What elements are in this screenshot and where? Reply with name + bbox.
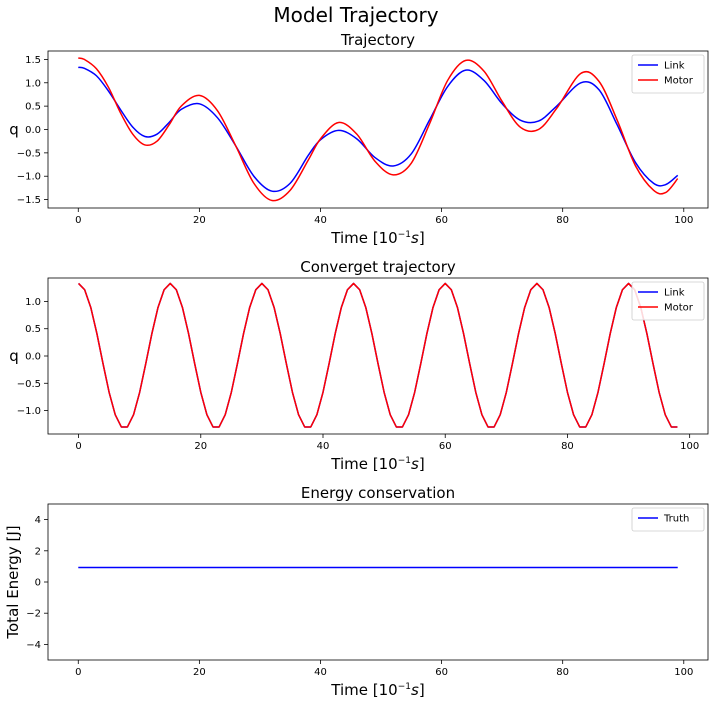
x-axis-label: Time [10−1s] bbox=[330, 455, 424, 473]
legend-box bbox=[631, 507, 705, 532]
axes-frame bbox=[47, 50, 709, 209]
x-tick-label: 100 bbox=[674, 667, 693, 678]
y-axis-label: q bbox=[9, 347, 19, 365]
y-tick-label: 0.5 bbox=[25, 324, 41, 335]
y-tick-label: 1.5 bbox=[25, 55, 41, 66]
y-tick-label: −4 bbox=[26, 640, 41, 651]
x-tick-label: 0 bbox=[75, 441, 81, 452]
legend-label-truth: Truth bbox=[663, 514, 689, 525]
legend: Truth bbox=[631, 507, 705, 532]
figure-title: Model Trajectory bbox=[273, 3, 438, 27]
y-tick-label: 4 bbox=[35, 515, 41, 526]
x-axis-label-exponent: −1 bbox=[398, 456, 411, 466]
legend: Link Motor bbox=[631, 54, 705, 94]
x-tick-label: 80 bbox=[556, 667, 569, 678]
x-axis-label-prefix: Time [10 bbox=[330, 229, 397, 247]
x-tick-label: 60 bbox=[435, 667, 448, 678]
y-tick-label: −2 bbox=[26, 609, 41, 620]
x-axis-label-exponent: −1 bbox=[398, 682, 411, 692]
x-tick-label: 20 bbox=[193, 215, 206, 226]
legend-label-link: Link bbox=[664, 61, 685, 72]
y-tick-label: −1.0 bbox=[17, 172, 41, 183]
x-tick-label: 40 bbox=[314, 215, 327, 226]
panel-title: Energy conservation bbox=[301, 484, 455, 502]
x-axis-label: Time [10−1s] bbox=[330, 229, 424, 247]
y-tick-label: −1.5 bbox=[17, 195, 41, 206]
y-tick-label: −0.5 bbox=[17, 379, 41, 390]
x-axis-label-prefix: Time [10 bbox=[330, 681, 397, 699]
axes-frame bbox=[47, 503, 709, 661]
x-tick-label: 80 bbox=[561, 441, 574, 452]
x-axis-label-suffix: ] bbox=[419, 681, 425, 699]
legend-label-motor: Motor bbox=[664, 76, 694, 87]
y-axis-label: q bbox=[9, 121, 19, 139]
x-tick-label: 80 bbox=[556, 215, 569, 226]
series-line-motor bbox=[78, 57, 679, 202]
series-line-link bbox=[78, 66, 679, 193]
x-axis-label-exponent: −1 bbox=[398, 230, 411, 240]
x-tick-label: 40 bbox=[317, 441, 330, 452]
plot-area bbox=[78, 282, 678, 428]
x-tick-label: 100 bbox=[674, 215, 693, 226]
x-axis-label-suffix: ] bbox=[419, 455, 425, 473]
panel-title: Trajectory bbox=[340, 31, 415, 49]
x-tick-label: 60 bbox=[435, 215, 448, 226]
x-axis-label-prefix: Time [10 bbox=[330, 455, 397, 473]
x-tick-label: 20 bbox=[193, 667, 206, 678]
x-axis-label-unit: s bbox=[411, 681, 419, 699]
x-axis-label-suffix: ] bbox=[419, 229, 425, 247]
legend-label-motor: Motor bbox=[664, 303, 694, 314]
y-tick-label: −1.0 bbox=[17, 406, 41, 417]
x-tick-label: 60 bbox=[439, 441, 452, 452]
plot-area bbox=[78, 57, 679, 202]
x-axis-label-unit: s bbox=[411, 229, 419, 247]
y-tick-label: 0.0 bbox=[25, 125, 41, 136]
series-line-link bbox=[78, 282, 678, 428]
x-axis-label: Time [10−1s] bbox=[330, 681, 424, 699]
x-axis-label-unit: s bbox=[411, 455, 419, 473]
x-tick-label: 40 bbox=[314, 667, 327, 678]
y-tick-label: 1.0 bbox=[25, 78, 41, 89]
y-tick-label: 0.5 bbox=[25, 102, 41, 113]
y-tick-label: 0.0 bbox=[25, 352, 41, 363]
converged-trajectory-panel: Converget trajectory 0 20 40 60 80 100 1.0 0.5 0.… bbox=[9, 258, 709, 473]
y-tick-label: 2 bbox=[35, 546, 41, 557]
legend: Link Motor bbox=[631, 281, 705, 321]
y-axis-label: Total Energy [J] bbox=[4, 525, 22, 639]
y-tick-label: 0 bbox=[35, 578, 41, 589]
series-line-motor bbox=[78, 282, 678, 428]
x-tick-label: 20 bbox=[194, 441, 207, 452]
y-tick-label: −0.5 bbox=[17, 148, 41, 159]
x-tick-label: 0 bbox=[75, 215, 81, 226]
panel-title: Converget trajectory bbox=[300, 258, 456, 276]
trajectory-panel: Trajectory 0 20 40 60 80 100 1.5 1.0 0.5 0.0 −0.5 −1… bbox=[9, 31, 709, 247]
y-tick-label: 1.0 bbox=[25, 297, 41, 308]
legend-label-link: Link bbox=[664, 288, 685, 299]
x-tick-label: 100 bbox=[680, 441, 699, 452]
x-tick-label: 0 bbox=[75, 667, 81, 678]
